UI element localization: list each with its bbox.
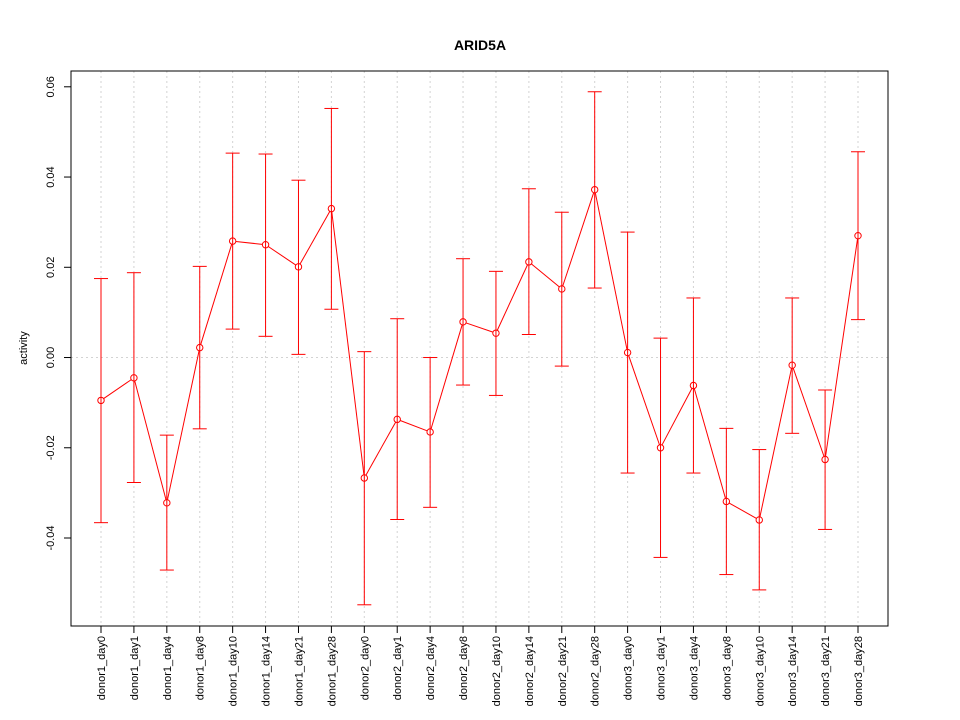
- data-point: [590, 185, 599, 194]
- x-tick-label: donor2_day21: [557, 636, 569, 706]
- data-point: [426, 428, 434, 436]
- series-segment: [825, 238, 859, 457]
- data-point: [130, 374, 138, 382]
- series-segment: [235, 240, 263, 245]
- series-segment: [661, 388, 693, 446]
- series-segment: [299, 211, 331, 265]
- x-tick-label: donor2_day4: [425, 636, 437, 700]
- x-tick-label: donor3_day21: [820, 636, 832, 706]
- data-point: [689, 381, 698, 390]
- series-segment: [728, 502, 757, 519]
- x-tick-label: donor2_day8: [458, 636, 470, 700]
- series-segment: [562, 192, 595, 287]
- data-point: [163, 499, 171, 507]
- series-segment: [465, 322, 494, 333]
- x-tick-label: donor1_day0: [96, 636, 108, 700]
- data-point: [788, 361, 796, 369]
- x-tick-label: donor3_day4: [688, 636, 700, 700]
- series-group: [94, 91, 865, 606]
- plot-frame: [70, 70, 889, 627]
- series-segment: [430, 324, 463, 430]
- data-point: [393, 415, 401, 424]
- data-point: [854, 231, 862, 240]
- series-segment: [693, 388, 726, 499]
- y-axis-label: activity: [18, 331, 30, 365]
- x-tick-label: donor3_day1: [656, 636, 668, 700]
- data-point: [327, 204, 336, 213]
- data-point: [261, 241, 270, 249]
- data-point: [558, 285, 566, 293]
- series-segment: [792, 368, 825, 457]
- x-tick-label: donor2_day0: [359, 636, 371, 700]
- y-tick-label: -0.04: [45, 525, 57, 550]
- series-segment: [496, 264, 528, 331]
- data-point: [722, 497, 731, 506]
- x-tick-label: donor3_day28: [853, 636, 865, 706]
- series-segment: [759, 368, 792, 517]
- data-point: [623, 348, 632, 357]
- data-point: [228, 237, 237, 245]
- series-segment: [103, 379, 132, 399]
- series-segment: [200, 244, 233, 345]
- x-tick-label: donor2_day10: [491, 636, 503, 706]
- series-segment: [331, 211, 365, 475]
- y-tick-label: 0.00: [45, 347, 57, 368]
- series-segment: [167, 350, 200, 500]
- x-axis: donor1_day0 donor1_day1 donor1_day4 donor1_…: [96, 626, 865, 706]
- x-tick-label: donor1_day21: [293, 636, 305, 706]
- x-tick-label: donor3_day8: [721, 636, 733, 700]
- series-segment: [365, 421, 397, 476]
- y-tick-label: 0.02: [45, 257, 57, 278]
- x-tick-label: donor1_day10: [228, 636, 240, 706]
- x-tick-label: donor3_day0: [623, 636, 635, 700]
- series-segment: [267, 246, 297, 266]
- x-tick-label: donor1_day1: [129, 636, 141, 700]
- series-segment: [531, 263, 560, 288]
- chart-title: ARID5A: [454, 37, 506, 53]
- grid-lines: [71, 71, 888, 626]
- series-segment: [400, 420, 428, 432]
- x-tick-label: donor2_day14: [524, 636, 536, 706]
- x-tick-label: donor1_day28: [326, 636, 338, 706]
- x-tick-label: donor3_day10: [754, 636, 766, 706]
- data-point: [196, 343, 204, 352]
- data-point: [821, 455, 829, 464]
- data-point: [492, 329, 500, 337]
- data-point: [459, 318, 467, 326]
- data-point: [755, 516, 763, 524]
- data-point: [294, 263, 303, 271]
- y-tick-label: 0.04: [45, 166, 57, 187]
- x-tick-label: donor1_day14: [261, 636, 273, 706]
- y-tick-label: 0.06: [45, 76, 57, 97]
- data-point: [525, 258, 533, 266]
- x-tick-label: donor3_day14: [787, 636, 799, 706]
- x-tick-label: donor2_day28: [590, 636, 602, 706]
- data-point: [656, 444, 665, 452]
- series-segment: [134, 380, 167, 500]
- y-axis: -0.04 -0.02 0.00 0.02 0.04 0.06: [45, 76, 71, 551]
- x-tick-label: donor1_day8: [195, 636, 207, 700]
- y-tick-label: -0.02: [45, 435, 57, 460]
- series-segment: [594, 192, 628, 350]
- x-tick-label: donor2_day1: [392, 636, 404, 700]
- series-segment: [628, 355, 660, 445]
- x-tick-label: donor1_day4: [162, 636, 174, 700]
- data-point: [360, 474, 369, 482]
- data-point: [97, 396, 105, 405]
